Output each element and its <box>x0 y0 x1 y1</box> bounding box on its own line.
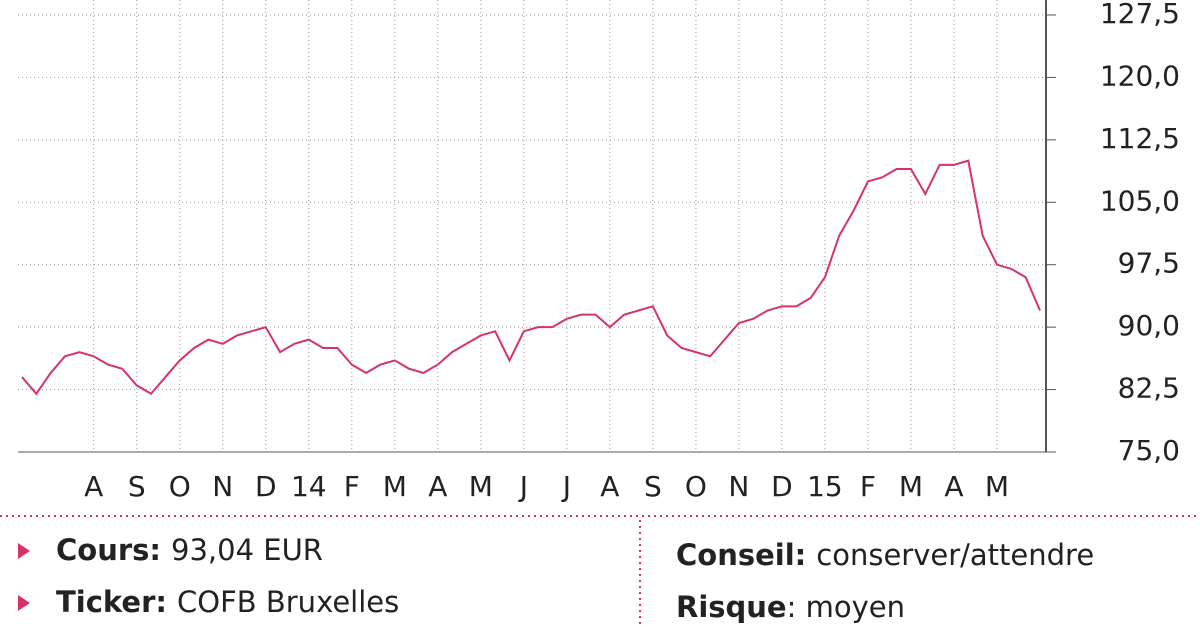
label: Cours: 93,04 EUR <box>56 533 323 567</box>
x-tick-label: D <box>771 470 793 503</box>
x-tick-label: J <box>561 470 571 503</box>
y-tick-label: 90,0 <box>1118 309 1180 342</box>
label: Risque <box>676 590 787 624</box>
label: Ticker: <box>56 585 167 619</box>
label: Conseil: <box>676 538 806 572</box>
x-tick-label: O <box>685 470 707 503</box>
value: : moyen <box>787 590 905 624</box>
x-tick-label: A <box>944 470 963 503</box>
y-tick-label: 105,0 <box>1100 184 1180 217</box>
x-tick-label: J <box>518 470 528 503</box>
y-tick-label: 82,5 <box>1118 372 1180 405</box>
label: Risque: moyen <box>676 590 905 624</box>
y-tick-label: 75,0 <box>1118 434 1180 467</box>
x-tick-label: A <box>428 470 447 503</box>
x-tick-label: F <box>860 470 876 503</box>
x-tick-label: 15 <box>807 470 843 503</box>
x-tick-label: 14 <box>291 470 327 503</box>
x-tick-label: S <box>128 470 146 503</box>
x-tick-label: M <box>899 470 923 503</box>
x-tick-label: O <box>169 470 191 503</box>
x-tick-label: M <box>985 470 1009 503</box>
label: Ticker: COFB Bruxelles <box>56 585 399 619</box>
y-tick-label: 97,5 <box>1118 247 1180 280</box>
x-tick-label: N <box>212 470 233 503</box>
y-tick-label: 112,5 <box>1100 122 1180 155</box>
y-tick-label: 127,5 <box>1100 0 1180 30</box>
x-tick-label: M <box>469 470 493 503</box>
line <box>21 159 1041 396</box>
bullet <box>18 595 30 611</box>
y-tick-label: 120,0 <box>1100 59 1180 92</box>
value: 93,04 EUR <box>171 533 323 567</box>
x-tick-label: F <box>344 470 360 503</box>
x-tick-label: A <box>600 470 619 503</box>
x-tick-label: N <box>728 470 749 503</box>
x-tick-label: S <box>644 470 662 503</box>
label: Cours: <box>56 533 161 567</box>
x-tick-label: D <box>255 470 277 503</box>
value: conserver/attendre <box>816 538 1094 572</box>
label: Conseil: conserver/attendre <box>676 538 1094 572</box>
bullet <box>18 543 30 559</box>
value: COFB Bruxelles <box>177 585 399 619</box>
x-tick-label: A <box>84 470 103 503</box>
x-tick-label: M <box>383 470 407 503</box>
